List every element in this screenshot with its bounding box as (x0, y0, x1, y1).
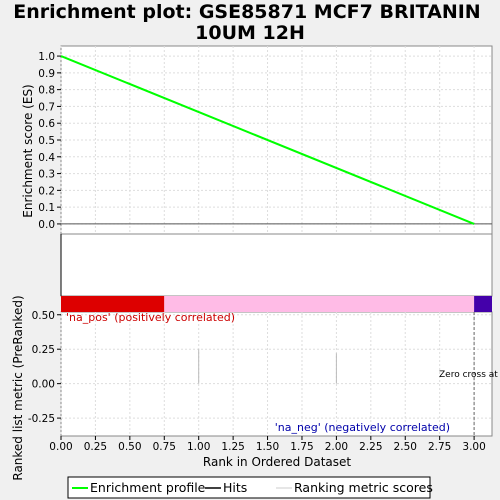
x-ticks: 0.00 0.25 0.50 0.75 1.00 1.25 1.50 1.75 2.00 2.25… (49, 436, 486, 453)
x-tick-label-4: 1.00 (187, 441, 210, 453)
rank-y-tick-label-3: -0.25 (28, 413, 55, 425)
x-tick-label-12: 3.00 (462, 441, 485, 453)
legend-label-enrichment: Enrichment profile (90, 480, 206, 495)
legend-label-ranking: Ranking metric scores (294, 480, 433, 495)
chart-title-line-2: 10UM 12H (195, 22, 305, 44)
x-tick-label-7: 1.75 (290, 441, 313, 453)
es-axis-label: Enrichment score (ES) (21, 84, 35, 217)
ranking-bars (198, 349, 337, 384)
hits-panel (60, 233, 493, 297)
rank-y-tick-label-1: 0.25 (32, 344, 55, 356)
es-y-tick-label-4: 0.6 (38, 118, 55, 130)
x-tick-label-0: 0.00 (49, 441, 72, 453)
ranking-panel (60, 311, 493, 437)
x-tick-label-5: 1.25 (221, 441, 244, 453)
zero-cross-label: Zero cross at 3 (439, 370, 500, 380)
x-tick-label-8: 2.00 (325, 441, 348, 453)
x-tick-label-3: 0.75 (153, 441, 176, 453)
x-tick-label-2: 0.50 (118, 441, 141, 453)
es-y-tick-label-10: 0.0 (38, 219, 55, 231)
color-band (61, 296, 492, 312)
es-y-tick-label-3: 0.7 (38, 101, 55, 113)
legend-label-hits: Hits (223, 480, 247, 495)
chart-title-line-1: Enrichment plot: GSE85871 MCF7 BRITANIN (13, 1, 480, 23)
es-y-tick-label-0: 1.0 (38, 51, 55, 63)
es-y-tick-label-6: 0.4 (38, 152, 55, 164)
rank-y-tick-label-0: 0.50 (32, 310, 55, 322)
es-y-tick-label-8: 0.2 (38, 185, 55, 197)
x-tick-label-6: 1.50 (256, 441, 279, 453)
x-tick-label-1: 0.25 (84, 441, 107, 453)
es-y-tick-label-9: 0.1 (38, 202, 55, 214)
enrichment-line-group (60, 55, 475, 225)
legend-box (67, 476, 431, 499)
x-tick-label-9: 2.25 (359, 441, 382, 453)
es-y-ticks: 1.0 0.9 0.8 0.7 0.6 0.5 0.4 0.3 0.2 0.1 0.0 (38, 51, 61, 231)
es-y-tick-label-7: 0.3 (38, 169, 55, 181)
x-tick-label-10: 2.50 (394, 441, 417, 453)
positive-correlation-label: 'na_pos' (positively correlated) (66, 311, 235, 324)
enrichment-line-0 (60, 55, 475, 225)
ranking-y-ticks: 0.50 0.25 0.00 -0.25 (28, 310, 61, 425)
ranking-axis-label: Ranked list metric (PreRanked) (11, 295, 25, 480)
es-y-tick-label-2: 0.8 (38, 85, 55, 97)
negative-correlation-label: 'na_neg' (negatively correlated) (275, 421, 450, 434)
color-band-segment-0 (61, 296, 165, 312)
x-axis-label: Rank in Ordered Dataset (203, 455, 351, 469)
rank-y-tick-label-2: 0.00 (32, 379, 55, 391)
es-y-tick-label-5: 0.5 (38, 135, 55, 147)
color-band-segment-1 (164, 296, 475, 312)
color-band-segment-2 (474, 296, 492, 312)
x-tick-label-11: 2.75 (428, 441, 451, 453)
es-y-tick-label-1: 0.9 (38, 68, 55, 80)
